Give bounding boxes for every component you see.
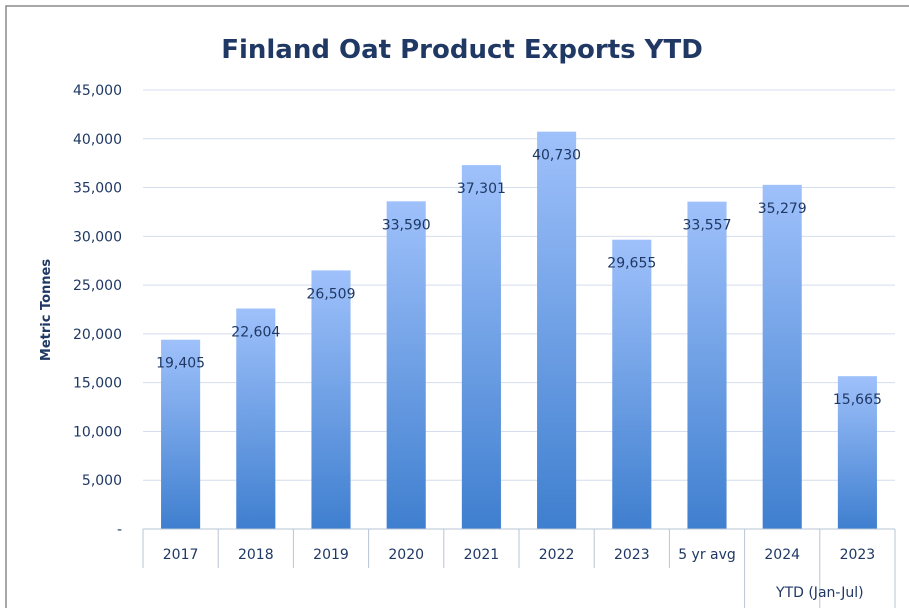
bar [537,131,577,529]
x-tick-label: 2018 [238,547,274,563]
bar [386,201,426,529]
data-label: 29,655 [607,256,656,272]
data-label: 15,665 [833,392,882,408]
bar [612,239,652,529]
group-label: YTD (Jan-Jul) [775,585,864,601]
x-tick-label: 2021 [464,547,500,563]
x-tick-label: 2023 [614,547,650,563]
bar [687,201,727,530]
data-label: 33,590 [382,217,431,233]
data-label: 22,604 [231,324,280,340]
x-tick-label: 2022 [539,547,575,563]
y-tick-label: 5,000 [82,473,122,489]
data-label: 26,509 [307,286,356,302]
x-tick-label: 2023 [840,547,876,563]
y-tick-label: 35,000 [73,181,122,197]
y-tick-label: - [117,522,122,538]
bar [461,165,501,529]
x-tick-label: 2019 [313,547,349,563]
y-tick-label: 30,000 [73,229,122,245]
data-label: 37,301 [457,181,506,197]
bar [236,308,276,529]
y-tick-label: 15,000 [73,376,122,392]
data-label: 35,279 [758,201,807,217]
x-tick-label: 2020 [388,547,424,563]
chart-border [5,5,909,608]
y-tick-label: 10,000 [73,424,122,440]
bar [311,270,351,529]
data-label: 40,730 [532,148,581,164]
data-label: 33,557 [683,218,732,234]
bar [762,184,802,530]
chart-title: Finland Oat Product Exports YTD [221,35,703,65]
y-axis-label: Metric Tonnes [39,259,54,361]
y-tick-label: 25,000 [73,278,122,294]
y-tick-label: 45,000 [73,83,122,99]
bar [161,339,201,529]
data-label: 19,405 [156,356,205,372]
x-tick-label: 2017 [163,547,199,563]
x-tick-label: 5 yr avg [678,547,736,563]
x-tick-label: 2024 [764,547,800,563]
y-tick-label: 40,000 [73,132,122,148]
bar [837,376,877,529]
y-tick-label: 20,000 [73,327,122,343]
